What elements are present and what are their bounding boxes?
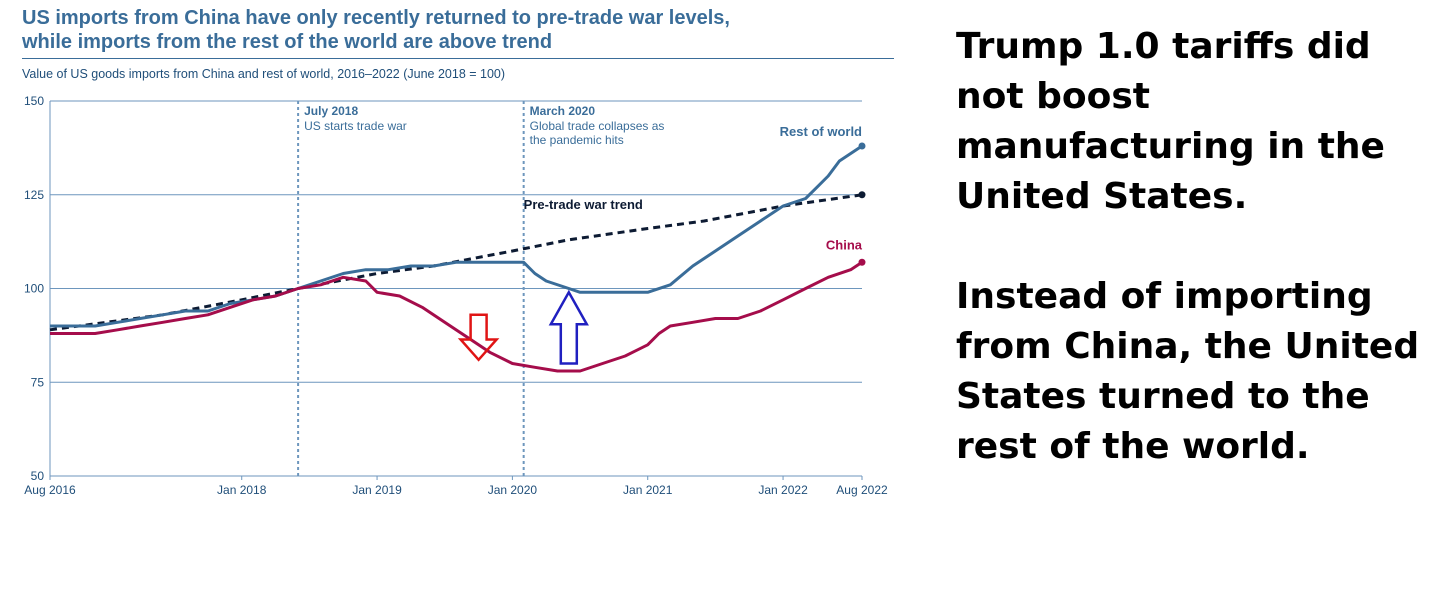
x-tick-label-5: Jan 2022 bbox=[758, 483, 808, 497]
x-tick-label-0: Aug 2016 bbox=[24, 483, 76, 497]
x-tick-label-6: Aug 2022 bbox=[836, 483, 888, 497]
label-pre-trade-war-trend: Pre-trade war trend bbox=[524, 197, 643, 212]
commentary-paragraph-2: Instead of importing from China, the Uni… bbox=[956, 276, 1420, 467]
x-tick-label-4: Jan 2021 bbox=[623, 483, 673, 497]
series-line-rest-of-world bbox=[50, 144, 863, 328]
event-text-1-1: the pandemic hits bbox=[530, 133, 624, 147]
x-tick-label-3: Jan 2020 bbox=[488, 483, 538, 497]
series-endpoint-china bbox=[858, 258, 866, 266]
arrow-up-icon bbox=[548, 289, 589, 365]
y-tick-label-150: 150 bbox=[24, 94, 44, 108]
series-endpoint-trend bbox=[858, 191, 866, 199]
chart-title: US imports from China have only recently… bbox=[22, 6, 894, 54]
title-divider bbox=[22, 58, 894, 59]
x-tick-label-1: Jan 2018 bbox=[217, 483, 267, 497]
event-text-0-0: US starts trade war bbox=[304, 119, 407, 133]
label-rest-of-world: Rest of world bbox=[780, 124, 862, 139]
chart-title-line-1: US imports from China have only recently… bbox=[22, 7, 730, 29]
x-tick-label-2: Jan 2019 bbox=[352, 483, 402, 497]
event-title-1: March 2020 bbox=[530, 104, 596, 118]
commentary: Trump 1.0 tariffs did not boost manufact… bbox=[956, 22, 1436, 472]
series-endpoint-rest-of-world bbox=[858, 142, 866, 150]
event-title-0: July 2018 bbox=[304, 104, 358, 118]
y-tick-label-75: 75 bbox=[31, 375, 45, 389]
arrow-down-icon bbox=[457, 313, 500, 362]
chart-title-line-2: while imports from the rest of the world… bbox=[22, 31, 553, 53]
y-tick-label-50: 50 bbox=[31, 469, 45, 483]
series-line-china bbox=[50, 261, 863, 373]
commentary-paragraph-1: Trump 1.0 tariffs did not boost manufact… bbox=[956, 26, 1385, 217]
line-chart: 50 75 100 125 150 Aug 2016 Jan 2018 Jan 2019 Jan… bbox=[24, 94, 888, 497]
label-china: China bbox=[826, 237, 863, 252]
event-text-1-0: Global trade collapses as bbox=[530, 119, 665, 133]
y-tick-label-100: 100 bbox=[24, 282, 44, 296]
chart-subtitle: Value of US goods imports from China and… bbox=[22, 67, 506, 81]
y-tick-label-125: 125 bbox=[24, 188, 44, 202]
